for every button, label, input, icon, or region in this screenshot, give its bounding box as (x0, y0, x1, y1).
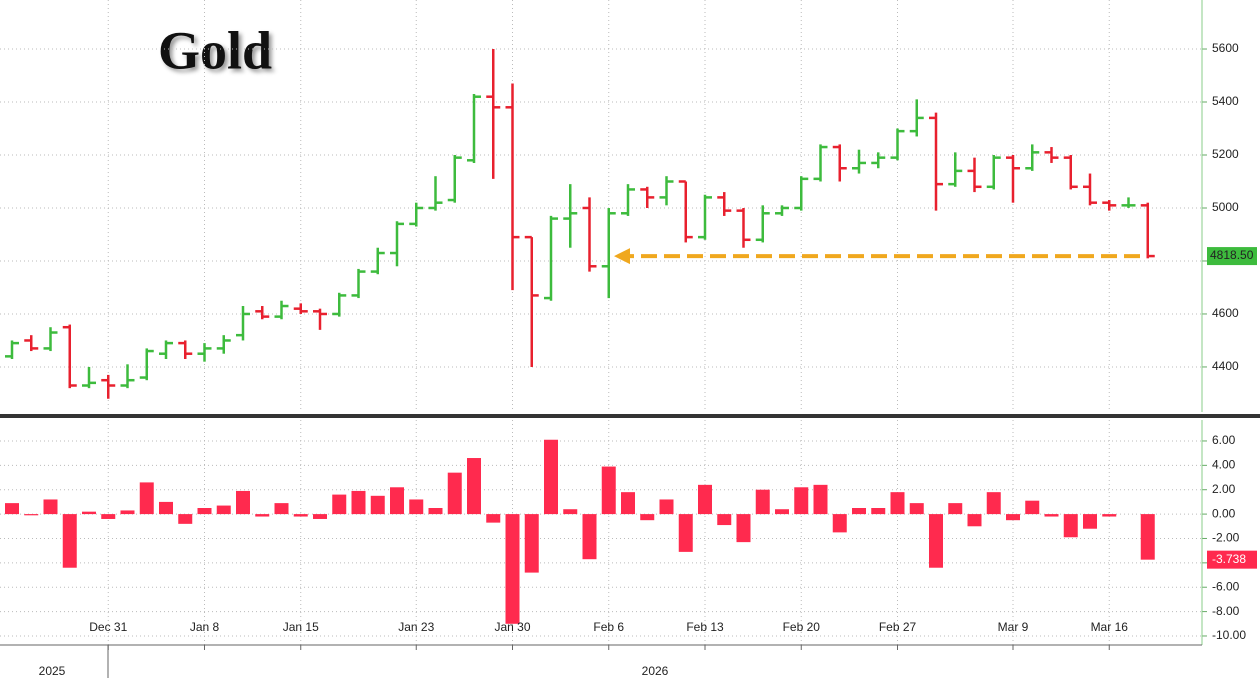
bar (216, 505, 231, 515)
bar (332, 494, 347, 515)
bar (505, 514, 520, 624)
bar (274, 503, 289, 515)
bar (486, 514, 501, 523)
y-tick-label: -8.00 (1212, 604, 1240, 618)
bar (717, 514, 732, 526)
bar (967, 514, 982, 527)
bar (524, 514, 539, 573)
bar (640, 514, 655, 521)
year-label: 2025 (39, 664, 66, 678)
bar (43, 499, 58, 515)
bar (852, 508, 866, 515)
bar (890, 492, 905, 515)
bar (120, 510, 135, 515)
last-change-label: -3.738 (1212, 552, 1246, 566)
bar (293, 514, 308, 517)
bar (1140, 514, 1155, 560)
bar (659, 499, 674, 515)
bar (813, 484, 828, 515)
y-tick-label: 2.00 (1212, 482, 1236, 496)
y-tick-label: -2.00 (1212, 531, 1240, 545)
bar (775, 509, 789, 515)
bar (139, 482, 154, 515)
bar (832, 514, 847, 533)
y-tick-label: 4.00 (1212, 458, 1236, 472)
arrow-head (614, 248, 630, 265)
last-price-tag (1207, 247, 1257, 266)
y-tick-label: 5400 (1212, 94, 1239, 108)
bar (197, 508, 212, 515)
x-tick-label: Jan 8 (190, 620, 220, 634)
bar (563, 509, 578, 515)
x-tick-label: Jan 30 (494, 620, 530, 634)
bar (582, 514, 597, 560)
bar (428, 508, 443, 515)
x-tick-label: Feb 6 (593, 620, 624, 634)
bar (1083, 514, 1097, 529)
last-price-label: 4818.50 (1210, 248, 1254, 262)
x-tick-label: Mar 9 (998, 620, 1029, 634)
bar (82, 511, 96, 515)
bar (601, 466, 616, 515)
bar (447, 472, 462, 515)
bar (178, 514, 193, 524)
bar (698, 484, 712, 515)
bar (1102, 514, 1117, 517)
bar (1006, 514, 1020, 521)
bar (736, 514, 751, 543)
y-tick-label: -10.00 (1212, 628, 1246, 642)
x-tick-label: Feb 27 (879, 620, 917, 634)
bar (794, 487, 809, 515)
bar (621, 492, 635, 515)
bar (5, 503, 19, 515)
x-tick-label: Jan 23 (398, 620, 434, 634)
bar (948, 503, 963, 515)
y-tick-label: 4600 (1212, 306, 1239, 320)
panel-separator (0, 414, 1260, 418)
year-label: 2026 (642, 664, 669, 678)
bar (313, 514, 327, 519)
bar (1025, 500, 1040, 515)
y-tick-label: 0.00 (1212, 506, 1236, 520)
bar (467, 458, 481, 515)
bar (929, 514, 943, 568)
bar (909, 503, 924, 515)
bar (62, 514, 77, 568)
y-tick-label: 4400 (1212, 359, 1239, 373)
y-tick-label: 5000 (1212, 200, 1239, 214)
chart-title: Gold (158, 20, 272, 80)
bar (351, 490, 366, 515)
y-tick-label: -6.00 (1212, 579, 1240, 593)
bar (236, 490, 250, 515)
last-change-tag (1207, 550, 1257, 569)
bar (1044, 514, 1059, 517)
y-tick-label: 5200 (1212, 147, 1239, 161)
x-tick-label: Feb 13 (686, 620, 724, 634)
bar (871, 508, 886, 515)
y-tick-label: 5600 (1212, 41, 1239, 55)
bar (544, 439, 558, 515)
bar (24, 514, 39, 516)
bar (986, 492, 1001, 515)
x-tick-label: Feb 20 (783, 620, 821, 634)
bar (159, 501, 173, 515)
bar (678, 514, 693, 552)
bar (1063, 514, 1078, 538)
bar (370, 495, 385, 515)
bar (755, 489, 770, 515)
bar (409, 499, 424, 515)
bar (101, 514, 116, 519)
bar (255, 514, 270, 517)
y-tick-label: 6.00 (1212, 433, 1236, 447)
x-tick-label: Mar 16 (1091, 620, 1129, 634)
bar (390, 487, 404, 515)
x-tick-label: Dec 31 (89, 620, 127, 634)
x-tick-label: Jan 15 (283, 620, 319, 634)
